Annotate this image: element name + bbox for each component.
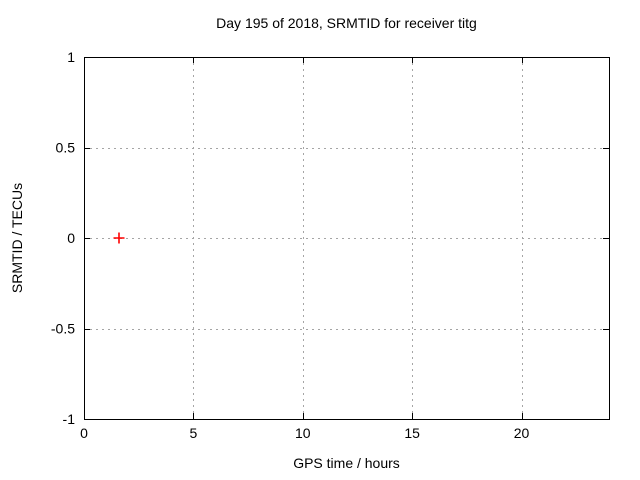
y-tick-label: -0.5 [51,321,75,337]
x-tick-label: 15 [404,425,420,441]
y-tick-label: 0 [67,230,75,246]
chart-title: Day 195 of 2018, SRMTID for receiver tit… [216,15,477,31]
y-tick-label: -1 [63,411,76,427]
x-tick-label: 20 [514,425,530,441]
y-tick-label: 1 [67,49,75,65]
x-tick-label: 5 [189,425,197,441]
data-point-marker [113,232,125,244]
x-tick-label: 10 [295,425,311,441]
x-axis-title: GPS time / hours [293,455,400,471]
y-tick-label: 0.5 [56,140,76,156]
x-tick-label: 0 [80,425,88,441]
